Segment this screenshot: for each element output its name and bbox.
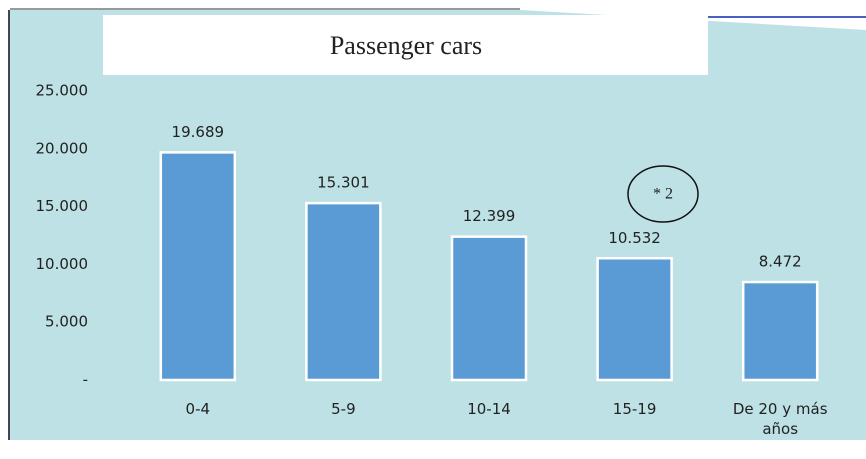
y-tick-label: 10.000 (36, 255, 89, 273)
x-tick-label: 15-19 (612, 400, 657, 418)
title-box (103, 15, 708, 75)
y-tick-label: 25.000 (36, 82, 89, 100)
x-tick-label: 0-4 (185, 400, 211, 418)
data-label: 10.532 (608, 229, 661, 247)
bar (305, 201, 382, 382)
data-label: 15.301 (317, 174, 370, 192)
data-label: 8.472 (759, 253, 802, 271)
annotation: * 2 (653, 186, 673, 203)
x-tick-label: 10-14 (467, 400, 511, 418)
annotation-circle (627, 165, 699, 223)
y-tick-label: 20.000 (36, 139, 89, 157)
x-tick-label: 5-9 (331, 400, 356, 418)
data-label: 12.399 (463, 207, 516, 225)
chart-title: Passenger cars (330, 31, 482, 60)
data-label: 19.689 (172, 123, 225, 141)
y-tick-label: 15.000 (36, 197, 89, 215)
y-tick-label: 5.000 (45, 313, 88, 331)
y-tick-label: - (83, 371, 88, 389)
bar (741, 280, 819, 382)
x-tick-label: De 20 y más años (732, 400, 828, 438)
bar (450, 235, 528, 382)
bar (159, 151, 237, 382)
bar (596, 257, 673, 382)
